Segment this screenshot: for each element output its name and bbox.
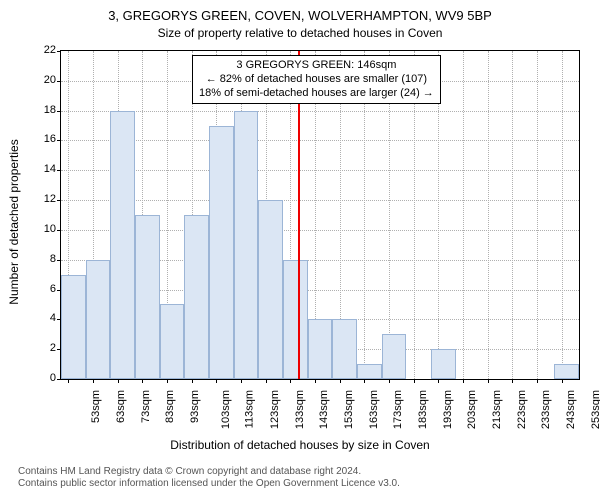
annotation-box: 3 GREGORYS GREEN: 146sqm← 82% of detache… (192, 55, 441, 104)
chart-title-line1: 3, GREGORYS GREEN, COVEN, WOLVERHAMPTON,… (0, 8, 600, 23)
x-tick-label: 133sqm (294, 390, 306, 429)
x-tick-label: 183sqm (417, 390, 429, 429)
x-tick-mark (68, 379, 69, 383)
x-tick-label: 143sqm (319, 390, 331, 429)
x-tick-mark (537, 379, 538, 383)
x-tick-label: 93sqm (189, 390, 201, 423)
gridline-h (61, 140, 579, 141)
x-tick-label: 153sqm (343, 390, 355, 429)
x-tick-mark (438, 379, 439, 383)
x-tick-mark (290, 379, 291, 383)
y-tick-label: 8 (16, 253, 56, 265)
x-tick-label: 173sqm (393, 390, 405, 429)
histogram-bar (308, 319, 333, 379)
x-tick-mark (167, 379, 168, 383)
y-tick-label: 12 (16, 193, 56, 205)
y-tick-mark (57, 200, 61, 201)
x-tick-label: 223sqm (516, 390, 528, 429)
y-tick-label: 22 (16, 44, 56, 56)
gridline-v (488, 51, 489, 379)
histogram-bar (357, 364, 382, 379)
histogram-bar (209, 126, 234, 379)
x-tick-mark (512, 379, 513, 383)
x-tick-mark (315, 379, 316, 383)
x-tick-label: 253sqm (590, 390, 600, 429)
histogram-bar (283, 260, 308, 379)
y-tick-mark (57, 170, 61, 171)
gridline-v (463, 51, 464, 379)
x-tick-mark (389, 379, 390, 383)
y-tick-label: 20 (16, 74, 56, 86)
gridline-h (61, 111, 579, 112)
x-tick-label: 233sqm (541, 390, 553, 429)
x-tick-mark (414, 379, 415, 383)
x-tick-label: 123sqm (269, 390, 281, 429)
annotation-line: 18% of semi-detached houses are larger (… (199, 87, 434, 101)
y-tick-mark (57, 81, 61, 82)
histogram-bar (184, 215, 209, 379)
y-tick-mark (57, 111, 61, 112)
x-tick-label: 83sqm (164, 390, 176, 423)
y-tick-label: 2 (16, 342, 56, 354)
y-tick-label: 14 (16, 163, 56, 175)
x-tick-mark (364, 379, 365, 383)
x-tick-mark (241, 379, 242, 383)
x-tick-mark (142, 379, 143, 383)
annotation-line: 3 GREGORYS GREEN: 146sqm (199, 59, 434, 73)
x-tick-mark (216, 379, 217, 383)
footer-line1: Contains HM Land Registry data © Crown c… (18, 466, 400, 478)
y-tick-mark (57, 379, 61, 380)
y-tick-label: 18 (16, 104, 56, 116)
histogram-bar (382, 334, 407, 379)
footer-line2: Contains public sector information licen… (18, 478, 400, 490)
histogram-bar (332, 319, 357, 379)
x-tick-mark (488, 379, 489, 383)
gridline-h (61, 170, 579, 171)
gridline-h (61, 200, 579, 201)
y-tick-label: 16 (16, 133, 56, 145)
histogram-bar (86, 260, 111, 379)
y-tick-label: 0 (16, 372, 56, 384)
histogram-bar (431, 349, 456, 379)
y-tick-mark (57, 140, 61, 141)
x-tick-mark (463, 379, 464, 383)
footer-attribution: Contains HM Land Registry data © Crown c… (18, 466, 400, 490)
x-tick-label: 163sqm (368, 390, 380, 429)
y-tick-mark (57, 260, 61, 261)
x-tick-label: 213sqm (491, 390, 503, 429)
gridline-v (512, 51, 513, 379)
y-tick-label: 4 (16, 312, 56, 324)
x-tick-mark (266, 379, 267, 383)
histogram-bar (110, 111, 135, 379)
gridline-v (562, 51, 563, 379)
annotation-line: ← 82% of detached houses are smaller (10… (199, 73, 434, 87)
x-tick-label: 243sqm (565, 390, 577, 429)
y-tick-label: 10 (16, 223, 56, 235)
x-tick-label: 63sqm (115, 390, 127, 423)
y-tick-mark (57, 230, 61, 231)
x-tick-mark (562, 379, 563, 383)
x-axis-label: Distribution of detached houses by size … (0, 438, 600, 452)
chart-title-line2: Size of property relative to detached ho… (0, 26, 600, 40)
x-tick-label: 103sqm (220, 390, 232, 429)
x-tick-mark (118, 379, 119, 383)
x-tick-label: 193sqm (442, 390, 454, 429)
histogram-bar (61, 275, 86, 379)
histogram-bar (160, 304, 185, 379)
x-tick-mark (192, 379, 193, 383)
histogram-bar (258, 200, 283, 379)
gridline-v (537, 51, 538, 379)
x-tick-label: 53sqm (90, 390, 102, 423)
x-tick-mark (93, 379, 94, 383)
y-tick-mark (57, 51, 61, 52)
histogram-bar (554, 364, 579, 379)
x-tick-label: 73sqm (140, 390, 152, 423)
y-tick-label: 6 (16, 283, 56, 295)
histogram-bar (234, 111, 259, 379)
x-tick-mark (340, 379, 341, 383)
x-tick-label: 203sqm (467, 390, 479, 429)
histogram-bar (135, 215, 160, 379)
x-tick-label: 113sqm (244, 390, 256, 428)
